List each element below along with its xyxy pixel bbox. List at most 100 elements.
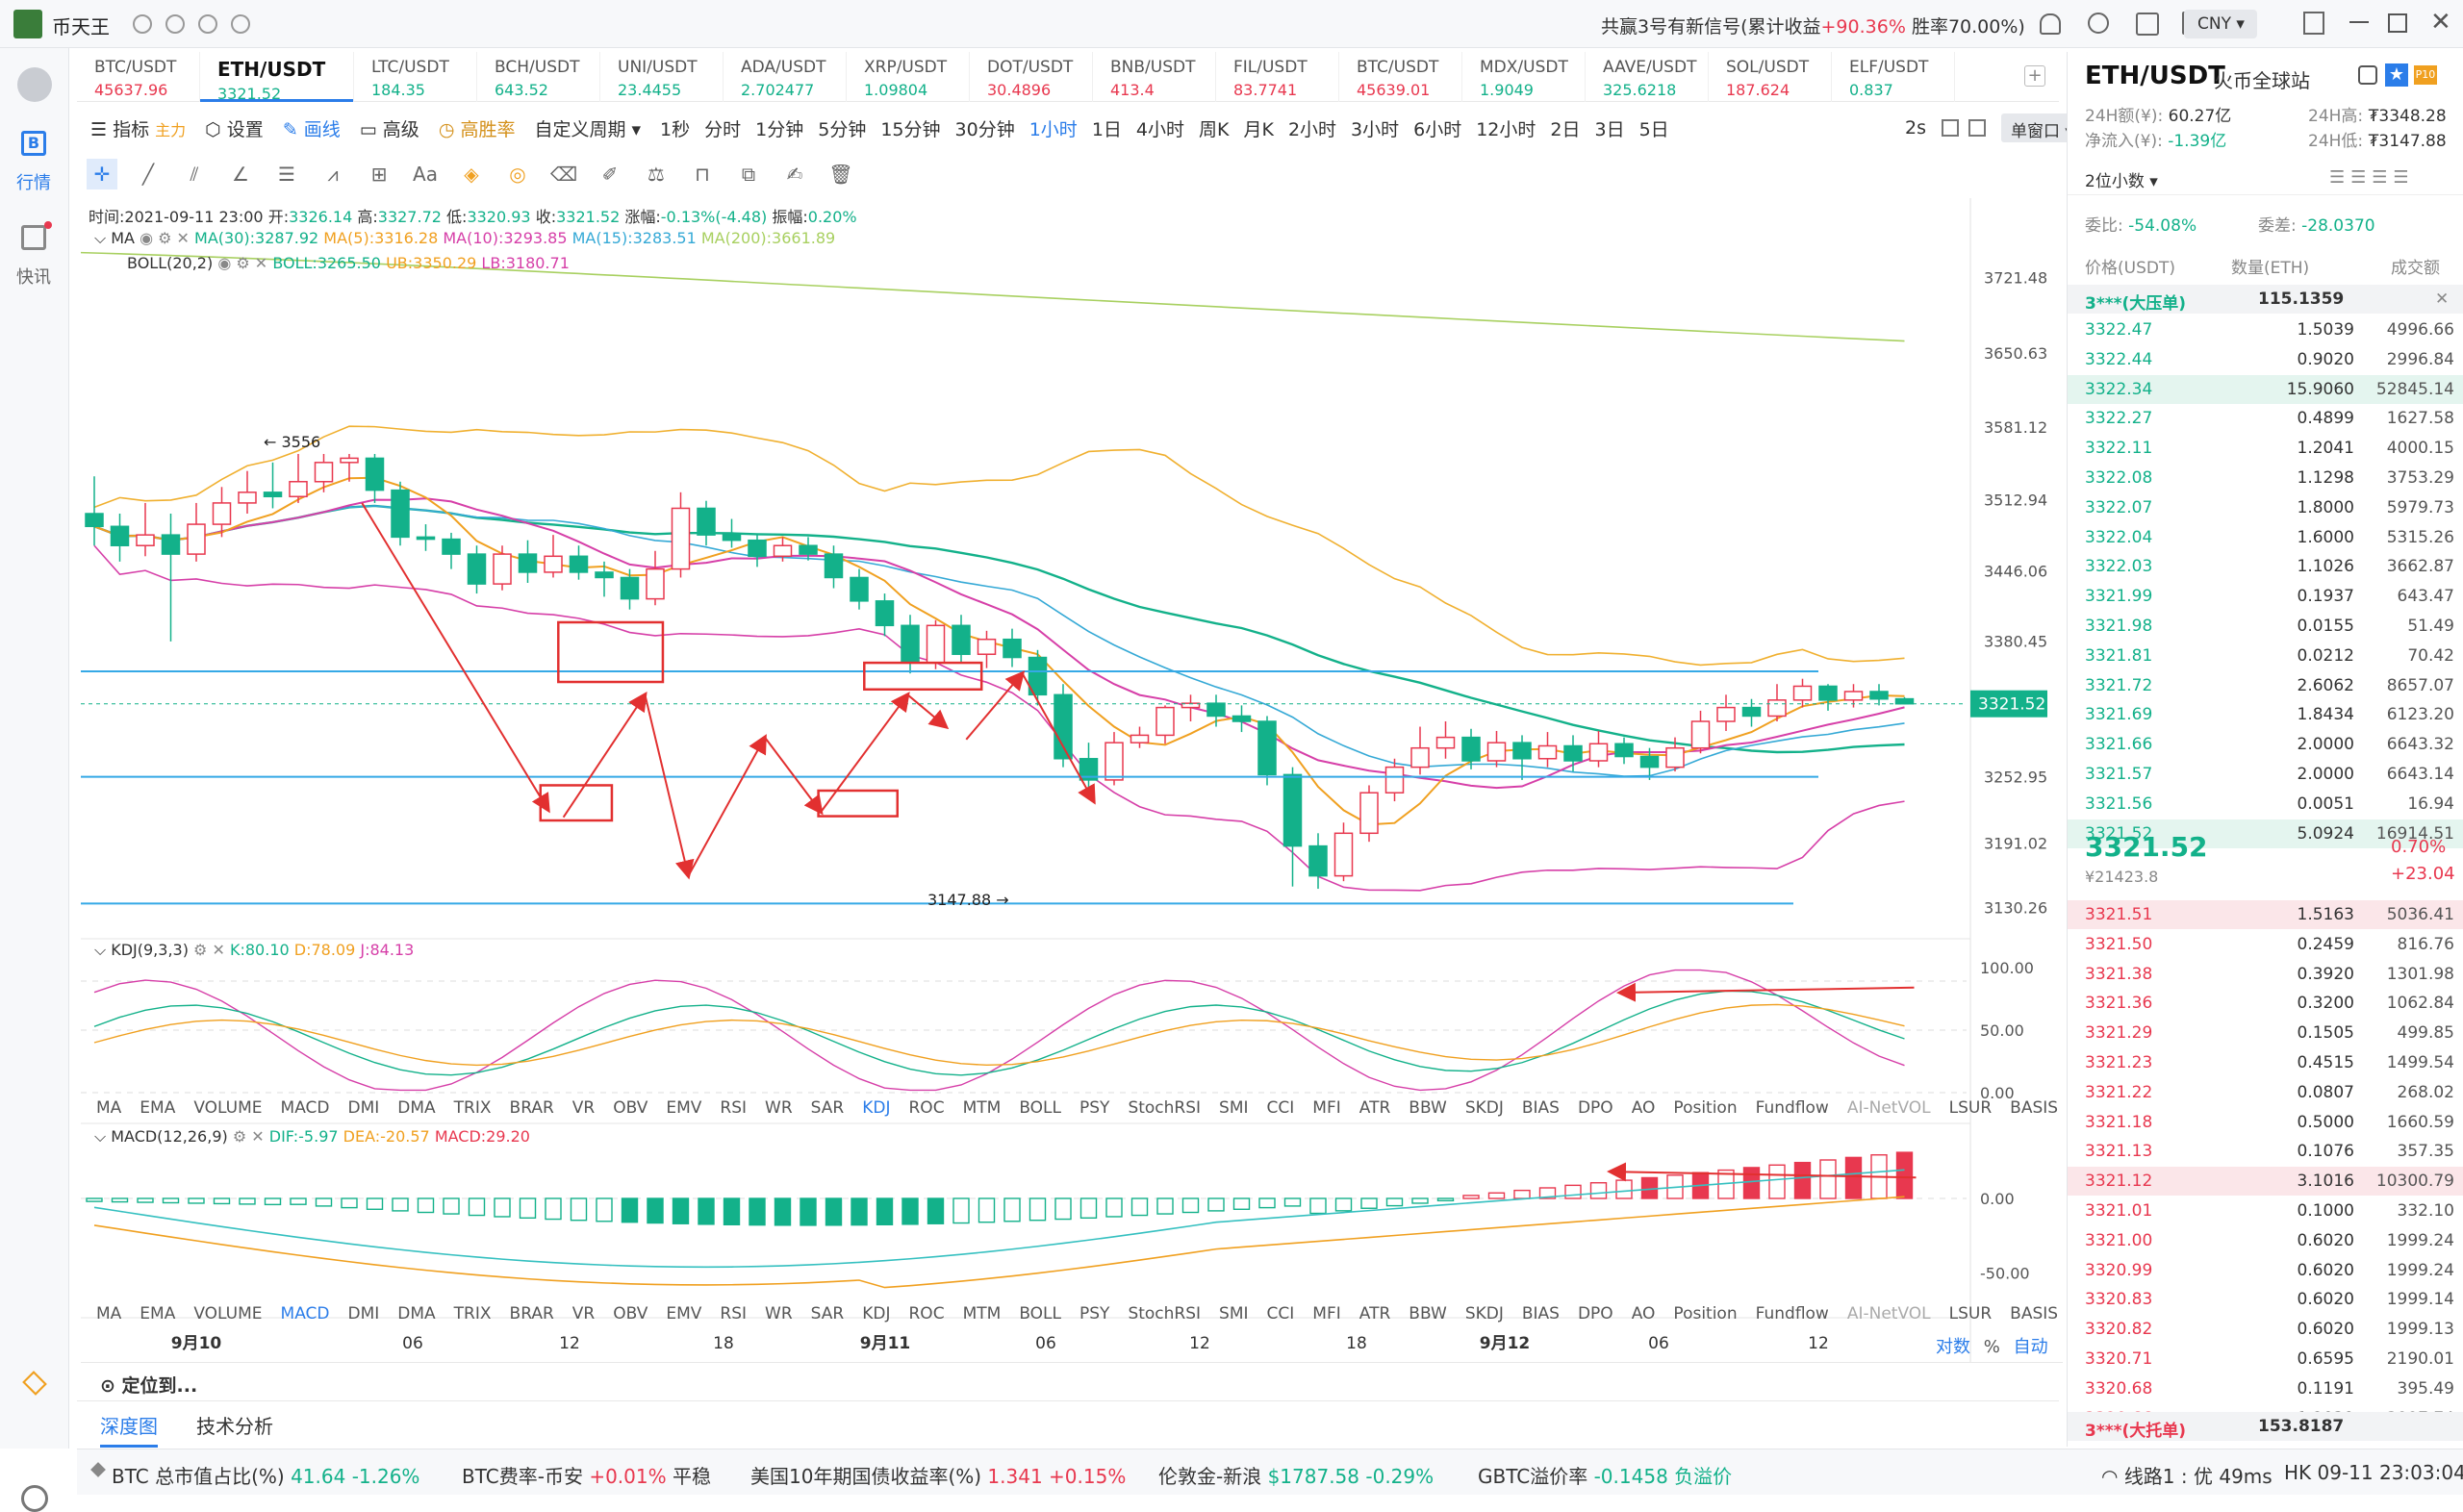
p10-badge[interactable]: P10 (2414, 65, 2437, 85)
phone-icon[interactable] (231, 14, 250, 34)
indicator-button[interactable]: ☰ 指标 主力 (90, 118, 187, 140)
period-11[interactable]: 2小时 (1287, 118, 1337, 140)
indicator-tab-macd[interactable]: MACD (280, 1304, 330, 1323)
currency-select[interactable]: CNY ▾ (2184, 10, 2257, 38)
indicator-tab-atr[interactable]: ATR (1358, 1304, 1391, 1323)
ask-row[interactable]: 3322.08 1.1298 3753.29 (2085, 468, 2454, 488)
bid-row[interactable]: 3321.36 0.3200 1062.84 (2085, 994, 2454, 1014)
indicator-tab-fundflow[interactable]: Fundflow (1755, 1304, 1829, 1323)
status-bond[interactable]: 美国10年期国债收益率(%) 1.341 +0.15% (750, 1465, 1127, 1488)
settings-button[interactable]: ⬡ 设置 (205, 118, 264, 140)
indicator-tab-bbw[interactable]: BBW (1409, 1098, 1447, 1118)
bid-row[interactable]: 3321.00 0.6020 1999.24 (2085, 1230, 2454, 1250)
period-1[interactable]: 分时 (704, 118, 742, 140)
indicator-tab-mtm[interactable]: MTM (962, 1304, 1002, 1323)
indicator-tab-mfi[interactable]: MFI (1312, 1304, 1341, 1323)
indicator-tab-bias[interactable]: BIAS (1521, 1304, 1560, 1323)
diamond-icon[interactable] (22, 1371, 47, 1396)
ask-row[interactable]: 3321.52 5.0924 16914.51 (2068, 819, 2463, 848)
indicator-tab-volume[interactable]: VOLUME (193, 1304, 263, 1323)
ask-row[interactable]: 3322.11 1.2041 4000.15 (2085, 439, 2454, 459)
indicator-tab-kdj[interactable]: KDJ (862, 1304, 891, 1323)
period-13[interactable]: 6小时 (1413, 118, 1462, 140)
tab-depth[interactable]: 深度图 (100, 1411, 158, 1448)
eraser-icon[interactable]: ⌫ (549, 163, 578, 186)
period-10[interactable]: 月K (1243, 118, 1274, 140)
status-line[interactable]: ◠ 线路1 : 优 49ms (2101, 1465, 2273, 1488)
ask-row[interactable]: 3322.07 1.8000 5979.73 (2085, 497, 2454, 517)
indicator-tab-macd[interactable]: MACD (280, 1098, 330, 1118)
text-tool-icon[interactable]: Aa (413, 163, 438, 186)
period-2[interactable]: 1分钟 (755, 118, 804, 140)
status-gold[interactable]: 伦敦金-新浪 $1787.58 -0.29% (1158, 1465, 1435, 1488)
ask-row[interactable]: 3322.27 0.4899 1627.58 (2085, 409, 2454, 429)
indicator-tab-stochrsi[interactable]: StochRSI (1128, 1098, 1202, 1118)
wave-tool-icon[interactable]: ⩘ (327, 163, 339, 186)
indicator-tab-roc[interactable]: ROC (908, 1098, 945, 1118)
ticker-12[interactable]: AAVE/USDT 325.6218 (1586, 52, 1709, 102)
status-gbtc[interactable]: GBTC溢价率 -0.1458 负溢价 (1478, 1465, 1733, 1488)
bid-row[interactable]: 3321.23 0.4515 1499.54 (2085, 1053, 2454, 1072)
bid-row[interactable]: 3321.51 1.5163 5036.41 (2068, 900, 2463, 929)
gauge-icon[interactable] (198, 14, 217, 34)
refresh-interval[interactable]: 2s (1905, 117, 1926, 139)
indicator-tab-dma[interactable]: DMA (397, 1304, 436, 1323)
bid-row[interactable]: 3321.38 0.3920 1301.98 (2085, 964, 2454, 984)
indicator-tab-lsur[interactable]: LSUR (1948, 1304, 1993, 1323)
measure-icon[interactable]: ⚖ (647, 163, 665, 186)
ask-row[interactable]: 3321.66 2.0000 6643.32 (2085, 735, 2454, 755)
indicator-tab-ma[interactable]: MA (96, 1098, 122, 1118)
indicator-tab-dma[interactable]: DMA (397, 1098, 436, 1118)
period-8[interactable]: 4小时 (1135, 118, 1184, 140)
period-15[interactable]: 2日 (1550, 118, 1581, 140)
collapse-icon[interactable] (90, 1462, 106, 1477)
indicator-tab-position[interactable]: Position (1673, 1098, 1738, 1118)
bid-row[interactable]: 3321.18 0.5000 1660.59 (2085, 1112, 2454, 1132)
ticker-5[interactable]: ADA/USDT 2.702477 (724, 52, 847, 102)
bid-row[interactable]: 3321.13 0.1076 357.35 (2085, 1142, 2454, 1162)
indicator-tab-mfi[interactable]: MFI (1312, 1098, 1341, 1118)
period-9[interactable]: 周K (1199, 118, 1230, 140)
indicator-tab-sar[interactable]: SAR (810, 1098, 845, 1118)
ask-row[interactable]: 3321.72 2.6062 8657.07 (2085, 675, 2454, 695)
chart-canvas[interactable]: 3721.48 3650.63 3581.12 3512.94 3446.06 3380.… (81, 198, 2063, 1362)
indicator-tab-roc[interactable]: ROC (908, 1304, 945, 1323)
indicator-tab-boll[interactable]: BOLL (1019, 1304, 1061, 1323)
bid-row[interactable]: 3320.99 0.6020 1999.24 (2085, 1260, 2454, 1280)
indicator-tab-atr[interactable]: ATR (1358, 1098, 1391, 1118)
indicator-tab-bbw[interactable]: BBW (1409, 1304, 1447, 1323)
ask-row[interactable]: 3321.69 1.8434 6123.20 (2085, 705, 2454, 725)
search-icon[interactable] (2088, 13, 2109, 34)
bid-row[interactable]: 3320.71 0.6595 2190.01 (2085, 1349, 2454, 1369)
indicator-tab-kdj[interactable]: KDJ (862, 1098, 891, 1118)
period-7[interactable]: 1日 (1091, 118, 1122, 140)
ask-row[interactable]: 3322.47 1.5039 4996.66 (2085, 320, 2454, 340)
pin-icon[interactable] (1968, 119, 1986, 137)
advanced-button[interactable]: ▭ 高级 (359, 118, 419, 140)
indicator-tab-rsi[interactable]: RSI (720, 1304, 748, 1323)
indicator-tab-cci[interactable]: CCI (1266, 1304, 1295, 1323)
indicator-tab-bias[interactable]: BIAS (1521, 1098, 1560, 1118)
bid-row[interactable]: 3320.82 0.6020 1999.13 (2085, 1320, 2454, 1340)
ticker-2[interactable]: LTC/USDT 184.35 (354, 52, 477, 102)
ticker-4[interactable]: UNI/USDT 23.4455 (600, 52, 724, 102)
indicator-tab-obv[interactable]: OBV (613, 1098, 648, 1118)
custom-period-select[interactable]: 自定义周期 ▾ (534, 118, 642, 140)
locate-button[interactable]: ⊙ 定位到... (100, 1375, 198, 1397)
indicator-tab-ao[interactable]: AO (1631, 1304, 1656, 1323)
ticker-1[interactable]: ETH/USDT 3321.52 (200, 52, 354, 102)
cycle-icon[interactable] (133, 14, 152, 34)
nav-news[interactable]: 快讯 (16, 267, 51, 288)
indicator-tab-smi[interactable]: SMI (1219, 1304, 1249, 1323)
bid-row[interactable]: 3321.29 0.1505 499.85 (2085, 1023, 2454, 1044)
favorite-star-icon[interactable]: ★ (2385, 63, 2408, 87)
indicator-tab-ai-netvol[interactable]: AI-NetVOL (1846, 1098, 1931, 1118)
copy-icon[interactable]: ⧉ (741, 163, 756, 186)
edit-icon[interactable]: ✍ (786, 163, 803, 186)
market-icon[interactable]: B (21, 131, 46, 156)
indicator-tab-emv[interactable]: EMV (666, 1098, 702, 1118)
period-12[interactable]: 3小时 (1351, 118, 1400, 140)
indicator-tab-vr[interactable]: VR (571, 1098, 596, 1118)
status-fee[interactable]: BTC费率-币安 +0.01% 平稳 (462, 1465, 711, 1488)
magnet-icon[interactable]: ◈ (464, 163, 479, 186)
